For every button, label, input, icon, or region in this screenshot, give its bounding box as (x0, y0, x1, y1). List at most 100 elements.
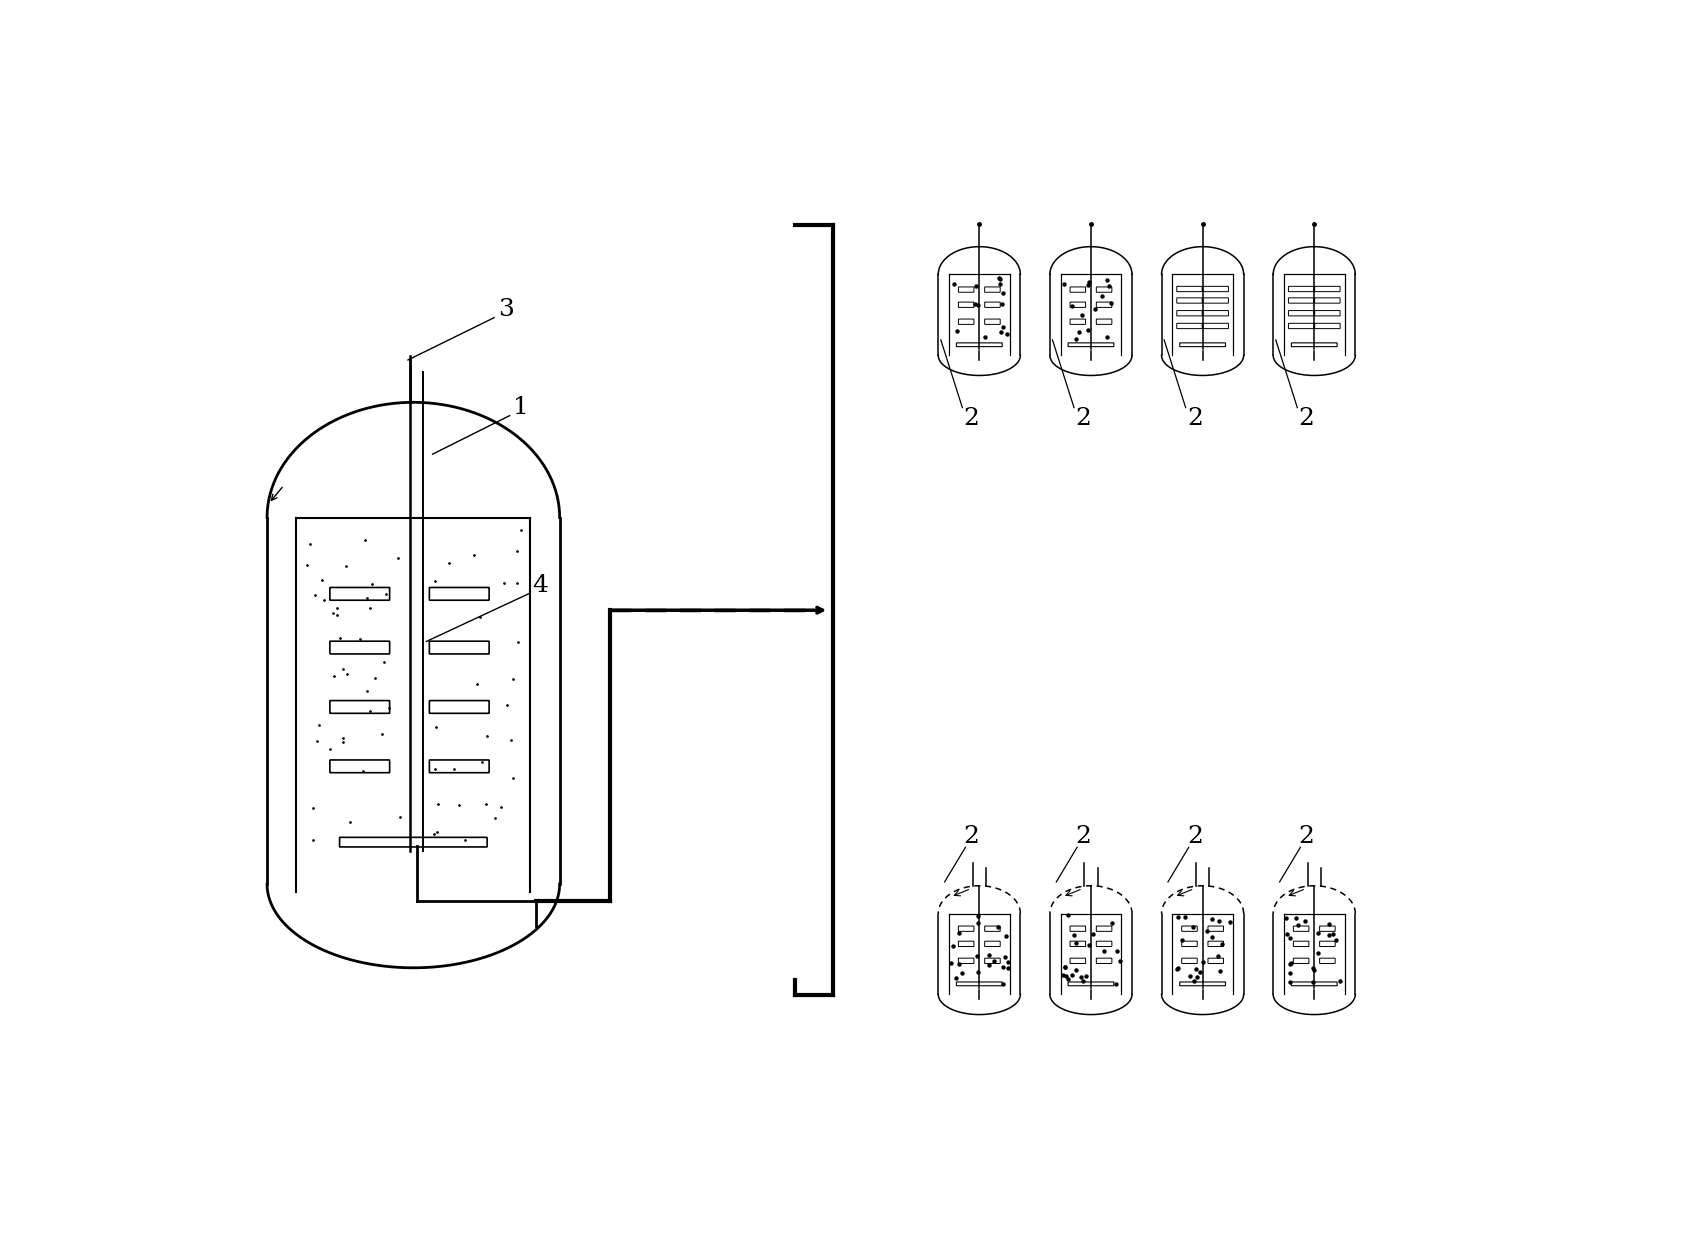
Point (354, 588, 381, 608)
FancyBboxPatch shape (1096, 958, 1111, 963)
Point (323, 598, 351, 618)
Point (461, 544, 488, 564)
Point (351, 529, 378, 549)
FancyBboxPatch shape (1314, 323, 1339, 328)
Point (356, 598, 383, 618)
Point (980, 951, 1008, 971)
Point (943, 321, 970, 341)
Point (985, 268, 1013, 288)
Point (950, 962, 977, 982)
Point (962, 276, 989, 296)
Point (1276, 972, 1304, 992)
Point (1099, 914, 1127, 934)
FancyBboxPatch shape (429, 760, 488, 773)
Point (300, 797, 327, 817)
Point (984, 917, 1011, 937)
Point (300, 830, 327, 850)
Point (1162, 958, 1190, 978)
Point (1190, 952, 1217, 972)
Point (1176, 966, 1203, 986)
Text: 1: 1 (514, 396, 529, 419)
Point (1326, 971, 1353, 991)
FancyBboxPatch shape (330, 700, 390, 714)
FancyBboxPatch shape (1179, 343, 1225, 347)
Point (1105, 941, 1132, 961)
Point (335, 811, 363, 831)
Point (361, 669, 388, 689)
Point (1069, 306, 1096, 326)
FancyBboxPatch shape (1181, 958, 1197, 963)
Point (305, 715, 332, 735)
FancyBboxPatch shape (330, 588, 390, 600)
Point (1059, 965, 1086, 985)
Point (1304, 943, 1331, 963)
Point (989, 956, 1016, 976)
Point (1179, 917, 1207, 937)
Point (940, 936, 967, 956)
Point (320, 665, 347, 685)
Point (1098, 293, 1125, 313)
FancyBboxPatch shape (985, 941, 1001, 946)
Point (1067, 967, 1094, 987)
FancyBboxPatch shape (429, 641, 488, 654)
Point (1179, 971, 1207, 991)
FancyBboxPatch shape (1203, 323, 1229, 328)
Point (1285, 915, 1312, 935)
Point (1050, 275, 1077, 295)
Point (994, 323, 1021, 343)
Point (994, 958, 1021, 978)
FancyBboxPatch shape (429, 588, 488, 600)
Point (1062, 961, 1089, 981)
Point (965, 914, 992, 934)
Point (1273, 909, 1300, 929)
FancyBboxPatch shape (1071, 941, 1086, 946)
FancyBboxPatch shape (958, 287, 974, 292)
Point (317, 739, 344, 759)
FancyBboxPatch shape (985, 302, 1001, 307)
FancyBboxPatch shape (1179, 982, 1225, 986)
Point (1292, 911, 1319, 931)
Point (334, 664, 361, 684)
FancyBboxPatch shape (1294, 958, 1309, 963)
FancyBboxPatch shape (1176, 323, 1202, 328)
FancyBboxPatch shape (340, 837, 487, 847)
Point (1072, 966, 1099, 986)
FancyBboxPatch shape (1069, 982, 1113, 986)
Point (1052, 957, 1079, 977)
Point (938, 953, 965, 973)
Point (369, 653, 397, 673)
Point (330, 659, 357, 679)
Point (1171, 907, 1198, 927)
Point (941, 273, 968, 293)
Point (1198, 927, 1225, 947)
FancyBboxPatch shape (1288, 286, 1314, 292)
Text: 4: 4 (533, 574, 548, 597)
FancyBboxPatch shape (1208, 926, 1224, 931)
Point (320, 603, 347, 623)
FancyBboxPatch shape (985, 926, 1001, 931)
FancyBboxPatch shape (1071, 302, 1086, 307)
Point (466, 607, 494, 626)
Point (1193, 921, 1220, 941)
FancyBboxPatch shape (1314, 298, 1339, 303)
Point (989, 317, 1016, 337)
FancyBboxPatch shape (985, 287, 1001, 292)
Point (1186, 962, 1214, 982)
Point (386, 807, 414, 827)
Point (962, 295, 989, 314)
Point (1081, 300, 1108, 319)
FancyBboxPatch shape (1071, 319, 1086, 324)
Point (1183, 967, 1210, 987)
Point (422, 718, 449, 738)
Point (1062, 329, 1089, 349)
FancyBboxPatch shape (1319, 941, 1334, 946)
Point (507, 520, 534, 540)
Point (422, 759, 449, 779)
Point (354, 680, 381, 700)
Point (504, 573, 531, 593)
Point (987, 270, 1014, 290)
Point (1062, 934, 1089, 953)
FancyBboxPatch shape (1203, 286, 1229, 292)
FancyBboxPatch shape (1314, 311, 1339, 316)
FancyBboxPatch shape (1319, 958, 1334, 963)
